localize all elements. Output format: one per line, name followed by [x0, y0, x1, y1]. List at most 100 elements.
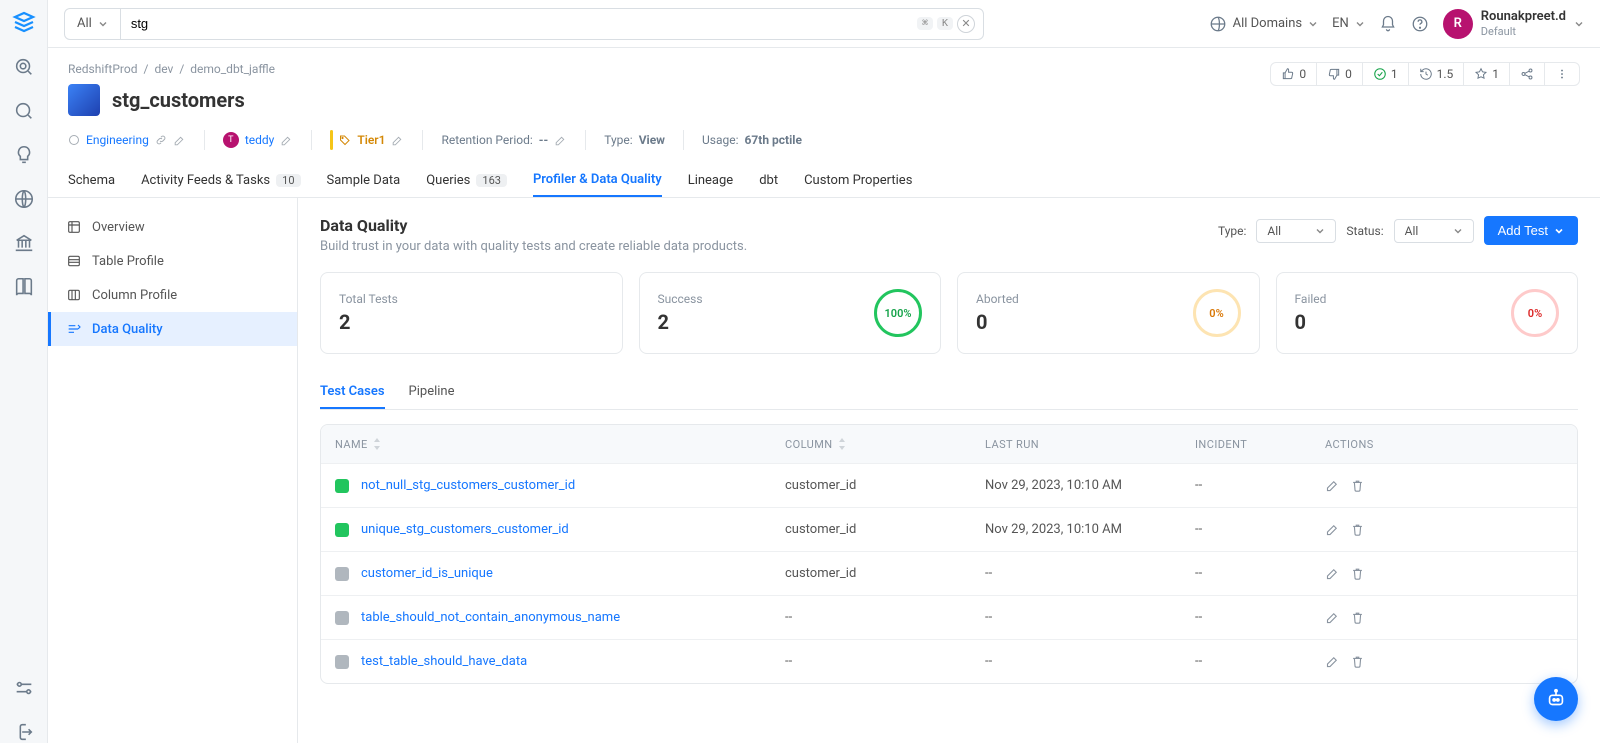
table-row: customer_id_is_unique customer_id -- -- — [321, 551, 1577, 595]
tab-schema[interactable]: Schema — [68, 164, 115, 197]
entity-tabs: Schema Activity Feeds & Tasks10 Sample Dat… — [68, 164, 1580, 197]
trash-icon[interactable] — [1350, 654, 1365, 669]
trash-icon[interactable] — [1350, 610, 1365, 625]
nav-governance-icon[interactable] — [13, 232, 35, 254]
sidebar-item-column-profile[interactable]: Column Profile — [48, 278, 297, 312]
nav-search-icon[interactable] — [13, 100, 35, 122]
tab-dbt[interactable]: dbt — [759, 164, 778, 197]
search-scope-label: All — [77, 16, 92, 31]
tab-sample-data[interactable]: Sample Data — [327, 164, 401, 197]
status-filter-label: Status: — [1346, 224, 1383, 238]
test-name-link[interactable]: test_table_should_have_data — [361, 654, 527, 669]
downvote-button[interactable]: 0 — [1316, 63, 1362, 85]
cell-lastrun: Nov 29, 2023, 10:10 AM — [985, 478, 1195, 493]
sidebar-label: Table Profile — [92, 254, 164, 269]
sort-icon[interactable] — [372, 437, 382, 451]
sidebar-item-overview[interactable]: Overview — [48, 210, 297, 244]
type-label: Type: — [604, 133, 632, 147]
card-label: Success — [658, 292, 703, 306]
chevron-down-icon — [1315, 226, 1325, 236]
domain-link[interactable]: Engineering — [86, 133, 149, 147]
subtab-test-cases[interactable]: Test Cases — [320, 376, 385, 409]
sort-icon[interactable] — [837, 437, 847, 451]
tab-lineage[interactable]: Lineage — [688, 164, 734, 197]
add-test-label: Add Test — [1498, 223, 1548, 238]
upvote-button[interactable]: 0 — [1271, 63, 1316, 85]
edit-icon[interactable] — [1325, 566, 1340, 581]
bell-icon[interactable] — [1379, 15, 1397, 33]
owner-link[interactable]: teddy — [245, 133, 275, 147]
test-name-link[interactable]: not_null_stg_customers_customer_id — [361, 478, 575, 493]
tag-icon — [339, 134, 351, 146]
test-name-link[interactable]: customer_id_is_unique — [361, 566, 493, 581]
nav-insights-icon[interactable] — [13, 144, 35, 166]
nav-globe-icon[interactable] — [13, 188, 35, 210]
edit-icon[interactable] — [1325, 522, 1340, 537]
search-input[interactable] — [121, 16, 917, 31]
subtab-pipeline[interactable]: Pipeline — [409, 376, 455, 409]
crumb-2[interactable]: demo_dbt_jaffle — [190, 62, 275, 76]
tab-label: Schema — [68, 173, 115, 188]
runs-stat[interactable]: 1 — [1362, 63, 1408, 85]
sidebar-icon — [66, 253, 82, 269]
nav-glossary-icon[interactable] — [13, 276, 35, 298]
cell-incident: -- — [1195, 654, 1325, 669]
edit-icon[interactable] — [391, 134, 404, 147]
edit-icon[interactable] — [173, 134, 186, 147]
share-icon — [1520, 67, 1534, 81]
stat-cards: Total Tests2 Success2 100% Aborted0 0% F… — [320, 272, 1578, 354]
help-icon[interactable] — [1411, 15, 1429, 33]
star-icon — [1474, 67, 1488, 81]
test-name-link[interactable]: unique_stg_customers_customer_id — [361, 522, 569, 537]
user-menu[interactable]: R Rounakpreet.d Default — [1443, 9, 1584, 39]
tab-queries[interactable]: Queries163 — [426, 164, 507, 197]
crumb-1[interactable]: dev — [154, 62, 173, 76]
nav-settings-icon[interactable] — [13, 677, 35, 699]
chat-fab-button[interactable] — [1534, 677, 1578, 721]
type-filter-select[interactable]: All — [1256, 219, 1336, 243]
tests-table: NAME COLUMN LAST RUN INCIDENT ACTIONS no… — [320, 424, 1578, 684]
status-filter-select[interactable]: All — [1394, 219, 1474, 243]
trash-icon[interactable] — [1350, 478, 1365, 493]
more-button[interactable] — [1544, 63, 1579, 85]
card-value: 2 — [339, 310, 398, 334]
sidebar-item-table-profile[interactable]: Table Profile — [48, 244, 297, 278]
owner-avatar-icon: T — [223, 132, 239, 148]
trash-icon[interactable] — [1350, 566, 1365, 581]
tab-label: Lineage — [688, 173, 734, 188]
tab-profiler-data-quality[interactable]: Profiler & Data Quality — [533, 164, 662, 197]
sidebar-item-data-quality[interactable]: Data Quality — [48, 312, 297, 346]
language-select[interactable]: EN — [1332, 16, 1365, 31]
cell-column: -- — [785, 654, 985, 669]
kbd-k: K — [937, 17, 953, 30]
tab-label: dbt — [759, 173, 778, 188]
status-indicator-icon — [335, 655, 349, 669]
content-area: Data Quality Build trust in your data wi… — [298, 198, 1600, 743]
card-value: 2 — [658, 310, 703, 334]
crumb-0[interactable]: RedshiftProd — [68, 62, 137, 76]
nav-explore-icon[interactable] — [13, 56, 35, 78]
tier-bar-icon — [330, 130, 333, 150]
tab-activity-feeds-tasks[interactable]: Activity Feeds & Tasks10 — [141, 164, 300, 197]
tab-custom-properties[interactable]: Custom Properties — [804, 164, 912, 197]
nav-logout-icon[interactable] — [13, 721, 35, 743]
time-stat[interactable]: 1.5 — [1408, 63, 1464, 85]
share-button[interactable] — [1509, 63, 1544, 85]
app-logo-icon[interactable] — [12, 10, 36, 34]
status-indicator-icon — [335, 479, 349, 493]
edit-icon[interactable] — [554, 134, 567, 147]
test-name-link[interactable]: table_should_not_contain_anonymous_name — [361, 610, 620, 625]
domains-select[interactable]: All Domains — [1209, 15, 1319, 33]
status-indicator-icon — [335, 523, 349, 537]
star-button[interactable]: 1 — [1463, 63, 1509, 85]
edit-icon[interactable] — [1325, 610, 1340, 625]
add-test-button[interactable]: Add Test — [1484, 216, 1578, 245]
edit-icon[interactable] — [1325, 478, 1340, 493]
search-clear-button[interactable]: ✕ — [957, 15, 975, 33]
trash-icon[interactable] — [1350, 522, 1365, 537]
sidebar-label: Column Profile — [92, 288, 177, 303]
edit-icon[interactable] — [280, 134, 293, 147]
chain-icon — [155, 134, 167, 146]
edit-icon[interactable] — [1325, 654, 1340, 669]
search-scope-select[interactable]: All — [65, 9, 121, 39]
